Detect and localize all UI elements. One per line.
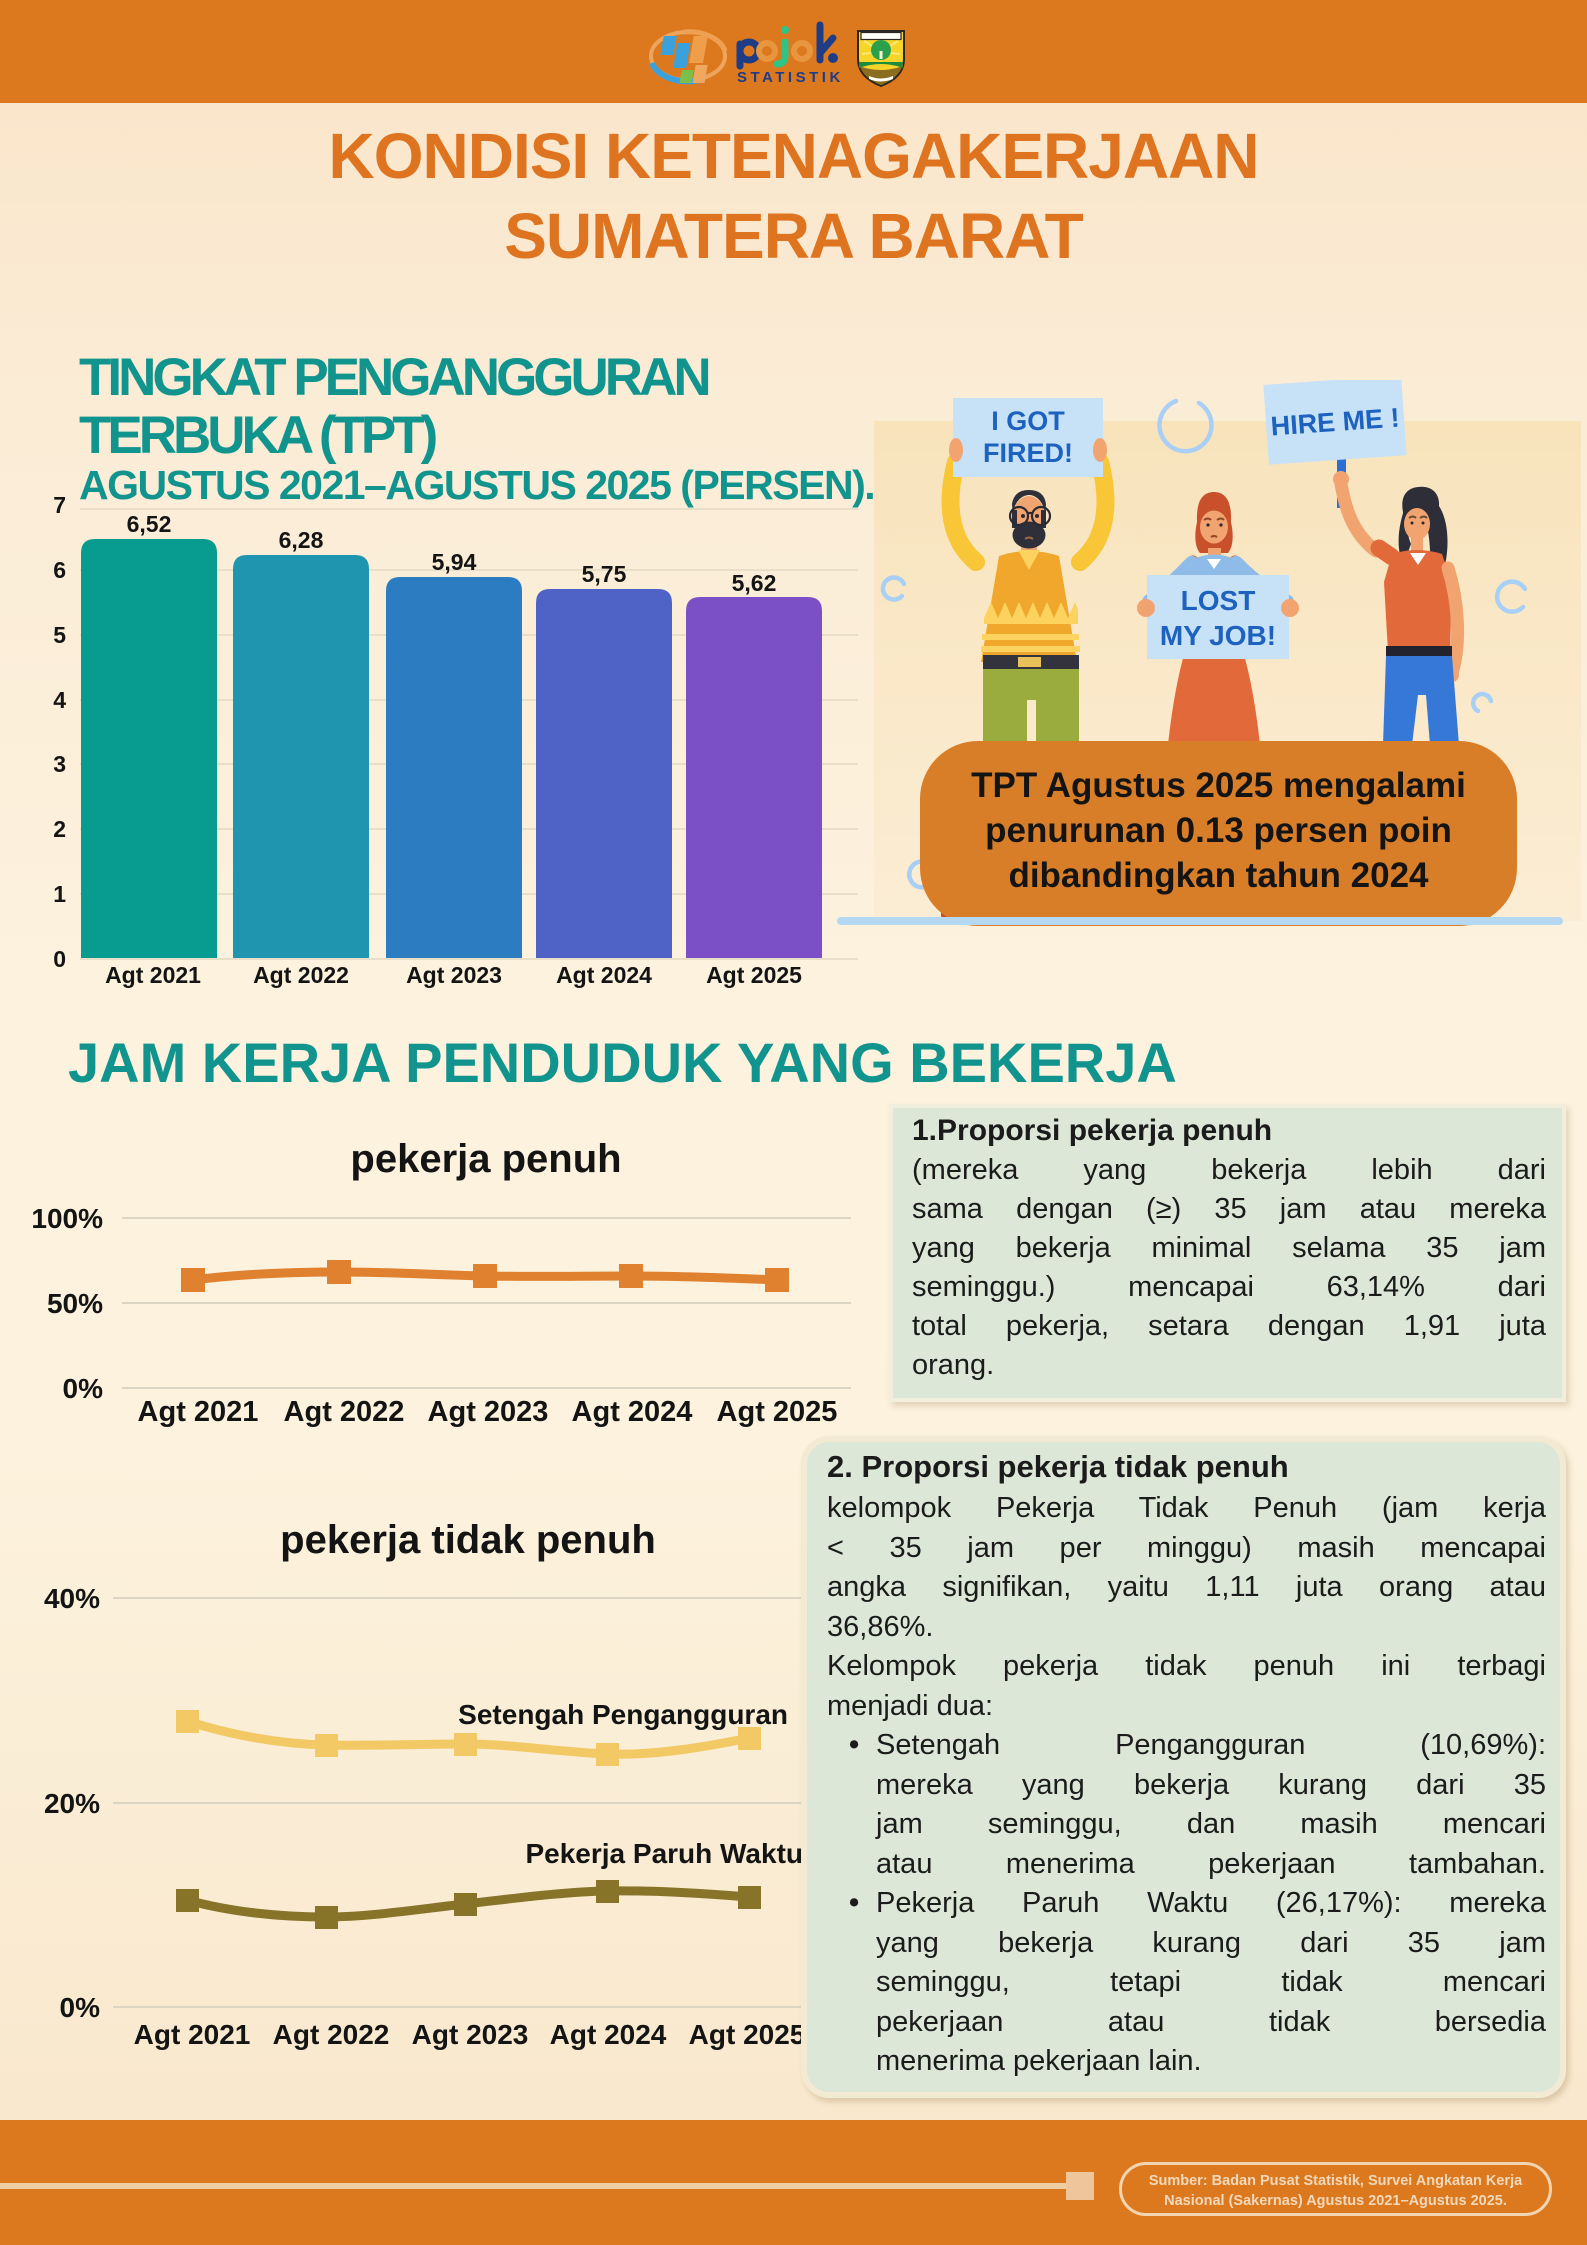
svg-text:0%: 0% [60,1992,101,2023]
svg-text:5,75: 5,75 [582,561,627,587]
svg-text:100%: 100% [31,1203,103,1234]
svg-text:Agt 2023: Agt 2023 [406,962,502,988]
svg-text:5,94: 5,94 [432,549,477,575]
svg-text:20%: 20% [44,1788,100,1819]
svg-text:0%: 0% [63,1373,104,1404]
svg-text:Agt 2024: Agt 2024 [556,962,652,988]
svg-text:5: 5 [53,622,66,648]
svg-text:Agt 2022: Agt 2022 [253,962,349,988]
svg-text:MY JOB!: MY JOB! [1160,620,1276,651]
svg-text:Agt 2021: Agt 2021 [138,1396,259,1428]
svg-text:LOST: LOST [1181,585,1256,616]
svg-text:Agt 2025: Agt 2025 [717,1396,838,1428]
svg-text:pekerja penuh: pekerja penuh [350,1137,621,1181]
svg-text:Agt 2024: Agt 2024 [572,1396,693,1428]
svg-text:1: 1 [53,881,66,907]
svg-text:Agt 2021: Agt 2021 [134,2019,251,2050]
svg-text:Pekerja Paruh Waktu: Pekerja Paruh Waktu [525,1838,803,1869]
svg-text:0: 0 [53,946,66,972]
svg-text:Agt 2022: Agt 2022 [284,1396,405,1428]
svg-text:pekerja tidak penuh: pekerja tidak penuh [280,1520,656,1562]
svg-text:40%: 40% [44,1583,100,1614]
svg-text:50%: 50% [47,1288,103,1319]
svg-text:Agt 2023: Agt 2023 [412,2019,529,2050]
svg-text:5,62: 5,62 [732,570,777,596]
svg-text:2: 2 [53,816,66,842]
svg-text:4: 4 [53,687,66,713]
svg-text:7: 7 [53,492,66,518]
svg-text:Agt 2024: Agt 2024 [550,2019,667,2050]
svg-text:Agt 2022: Agt 2022 [273,2019,390,2050]
svg-text:STATISTIK: STATISTIK [737,69,841,86]
svg-text:FIRED!: FIRED! [983,438,1073,468]
svg-text:Agt 2025: Agt 2025 [706,962,802,988]
svg-text:Agt 2021: Agt 2021 [105,962,201,988]
svg-text:6,52: 6,52 [127,511,172,537]
svg-text:3: 3 [53,751,66,777]
svg-text:6: 6 [53,557,66,583]
svg-text:Setengah Pengangguran: Setengah Pengangguran [458,1699,788,1730]
svg-text:Agt 2025: Agt 2025 [689,2019,806,2050]
svg-text:6,28: 6,28 [279,527,324,553]
svg-text:I GOT: I GOT [991,406,1065,436]
svg-text:Agt 2023: Agt 2023 [428,1396,549,1428]
